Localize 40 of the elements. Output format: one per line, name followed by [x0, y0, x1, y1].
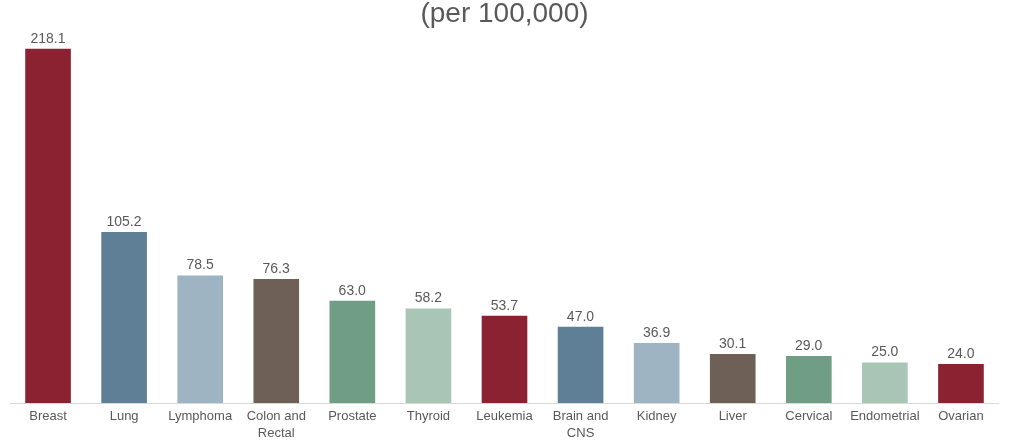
x-tick-label: Kidney [636, 407, 678, 423]
x-tick-label: Prostate [328, 407, 377, 423]
bar [329, 300, 376, 403]
data-label: 53.7 [490, 296, 519, 313]
data-label: 63.0 [338, 281, 367, 298]
x-tick-label: Lung [109, 407, 139, 423]
data-label: 30.1 [719, 335, 747, 352]
data-label: 76.3 [262, 260, 290, 277]
bar [557, 326, 604, 403]
x-tick-label: Colon and Rectal [246, 407, 306, 440]
chart-title: (per 100,000) [420, 0, 589, 28]
bar [862, 362, 908, 403]
data-label: 25.0 [871, 343, 899, 360]
bar [938, 364, 984, 403]
x-tick-label: Ovarian [938, 407, 984, 423]
bar [253, 279, 300, 403]
bar [481, 315, 528, 403]
data-label: 105.2 [106, 213, 142, 230]
bar [709, 354, 756, 403]
x-tick-label: Thyroid [406, 407, 451, 423]
data-label: 47.0 [566, 307, 595, 324]
data-label: 58.2 [414, 289, 443, 306]
bar [25, 48, 71, 403]
data-label: 78.5 [186, 256, 214, 273]
data-label: 24.0 [947, 345, 975, 362]
x-tick-label: Lymphoma [168, 407, 233, 423]
bar [177, 275, 224, 403]
bar [101, 232, 147, 403]
data-label: 36.9 [642, 324, 671, 341]
bar [633, 343, 680, 403]
bar [785, 355, 832, 403]
data-label: 29.0 [795, 336, 823, 353]
x-tick-label: Breast [29, 407, 68, 423]
bar [405, 308, 452, 403]
x-tick-label: Leukemia [476, 407, 534, 423]
data-label: 218.1 [30, 29, 66, 46]
x-tick-label: Brain and CNS [552, 407, 609, 440]
x-tick-label: Endometrial [850, 407, 920, 423]
x-tick-label: Cervical [785, 407, 833, 423]
x-tick-label: Liver [718, 407, 748, 423]
